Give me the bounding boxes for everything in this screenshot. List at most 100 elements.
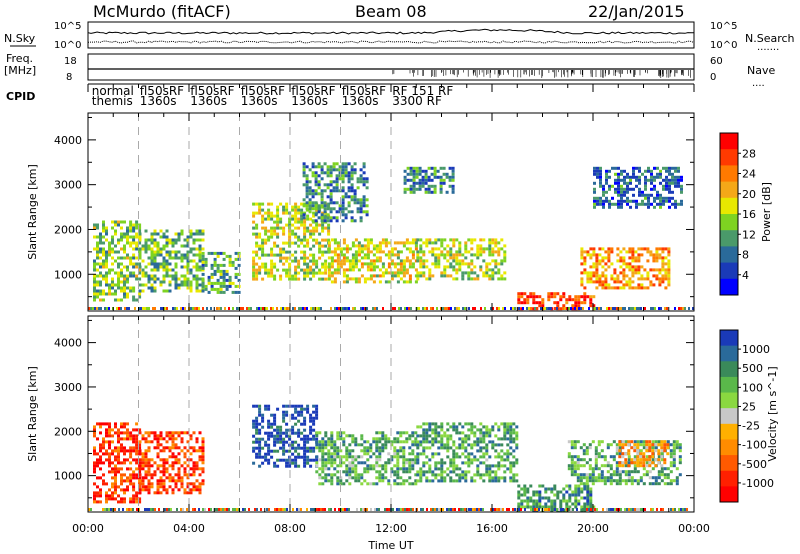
echo-cell	[657, 470, 661, 474]
echo-cell	[171, 434, 175, 438]
echo-cell	[412, 178, 416, 182]
echo-cell	[672, 440, 676, 444]
echo-cell	[165, 229, 169, 233]
echo-cell	[594, 455, 598, 459]
echo-cell	[165, 289, 169, 293]
echo-cell	[318, 277, 322, 281]
echo-cell	[168, 464, 172, 468]
echo-cell	[599, 169, 602, 173]
echo-cell	[96, 437, 99, 441]
echo-cell	[494, 259, 498, 263]
echo-cell	[353, 162, 357, 166]
echo-cell	[219, 272, 223, 276]
echo-cell	[455, 259, 459, 263]
echo-cell	[616, 253, 620, 257]
echo-cell	[132, 497, 136, 501]
echo-cell	[252, 419, 256, 423]
echo-cell	[405, 440, 409, 444]
echo-cell	[186, 485, 190, 489]
echo-cell	[458, 422, 462, 426]
echo-cell	[593, 202, 596, 206]
echo-cell	[597, 473, 601, 477]
echo-cell	[661, 280, 665, 284]
echo-cell	[626, 196, 629, 200]
echo-cell	[300, 307, 302, 310]
echo-cell	[430, 508, 432, 511]
echo-cell	[288, 437, 292, 441]
echo-cell	[317, 174, 321, 178]
echo-cell	[168, 268, 172, 272]
echo-cell	[231, 263, 235, 267]
echo-cell	[606, 443, 610, 447]
echo-cell	[252, 425, 256, 429]
echo-cell	[571, 298, 575, 302]
echo-cell	[366, 464, 370, 468]
echo-cell	[603, 479, 607, 483]
echo-cell	[90, 508, 92, 511]
echo-cell	[390, 458, 394, 462]
echo-cell	[582, 464, 586, 468]
echo-cell	[559, 490, 563, 494]
echo-cell	[434, 431, 438, 435]
echo-cell	[117, 434, 120, 438]
echo-cell	[589, 505, 593, 509]
echo-cell	[497, 271, 501, 275]
echo-cell	[303, 238, 307, 242]
echo-cell	[335, 174, 339, 178]
echo-cell	[562, 496, 566, 500]
echo-cell	[164, 307, 166, 310]
echo-cell	[156, 485, 160, 489]
echo-cell	[306, 307, 308, 310]
echo-cell	[393, 265, 397, 269]
echo-cell	[312, 410, 316, 414]
echo-cell	[261, 416, 265, 420]
echo-cell	[348, 452, 352, 456]
echo-cell	[458, 262, 462, 266]
echo-cell	[171, 443, 175, 447]
echo-cell	[347, 171, 351, 175]
echo-cell	[446, 244, 450, 248]
echo-cell	[544, 490, 548, 494]
echo-cell	[656, 175, 659, 179]
echo-cell	[154, 508, 156, 511]
echo-cell	[314, 213, 318, 217]
echo-cell	[329, 165, 333, 169]
echo-cell	[153, 259, 157, 263]
echo-cell	[659, 205, 662, 209]
echo-cell	[440, 271, 444, 275]
echo-cell	[482, 274, 486, 278]
nsearch-tick-bottom: 10^0	[710, 40, 737, 51]
echo-cell	[488, 268, 492, 272]
echo-cell	[99, 250, 102, 254]
echo-cell	[168, 283, 172, 287]
echo-cell	[448, 508, 450, 511]
echo-cell	[321, 226, 325, 230]
echo-cell	[664, 262, 668, 266]
echo-cell	[300, 250, 304, 254]
echo-cell	[497, 428, 501, 432]
echo-cell	[335, 216, 339, 220]
echo-cell	[294, 235, 298, 239]
echo-cell	[324, 244, 328, 248]
echo-cell	[600, 455, 604, 459]
echo-cell	[144, 271, 148, 275]
echo-cell	[162, 449, 166, 453]
echo-cell	[599, 175, 602, 179]
echo-cell	[162, 262, 166, 266]
echo-cell	[138, 253, 142, 257]
echo-cell	[177, 458, 181, 462]
echo-cell	[616, 277, 620, 281]
echo-cell	[405, 241, 409, 245]
echo-cell	[577, 304, 581, 308]
echo-cell	[639, 458, 643, 462]
echo-cell	[596, 199, 599, 203]
echo-cell	[593, 187, 596, 191]
echo-cell	[446, 473, 450, 477]
echo-cell	[452, 464, 456, 468]
echo-cell	[174, 446, 178, 450]
echo-cell	[387, 253, 391, 257]
echo-cell	[218, 307, 220, 310]
echo-cell	[656, 193, 659, 197]
echo-cell	[574, 304, 578, 308]
echo-cell	[305, 165, 309, 169]
